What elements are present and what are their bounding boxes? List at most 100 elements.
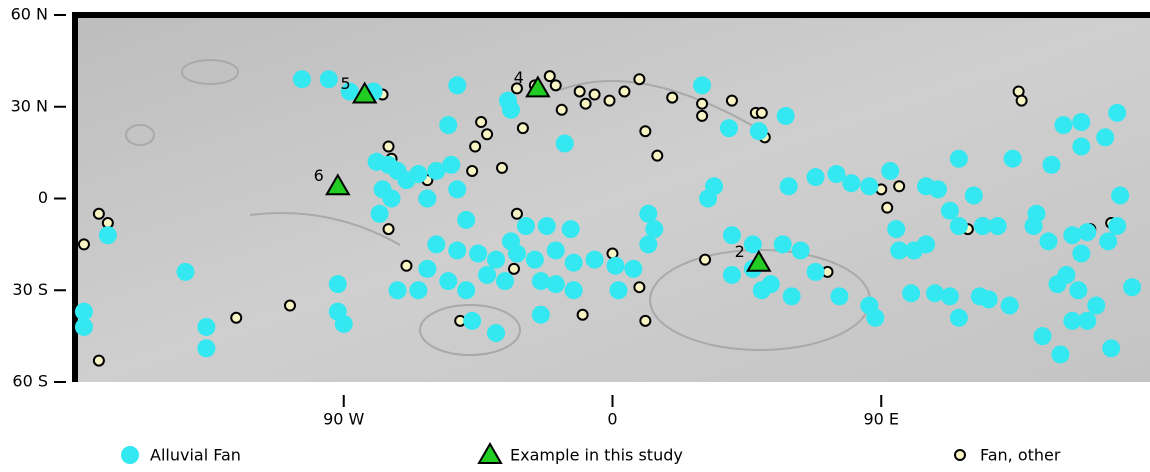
site-marker bbox=[1054, 116, 1072, 134]
site-marker bbox=[547, 275, 565, 293]
site-label: 5 bbox=[340, 74, 350, 93]
site-marker bbox=[965, 186, 983, 204]
site-marker bbox=[556, 134, 574, 152]
site-marker bbox=[75, 318, 93, 336]
x-tick-label: 0 bbox=[607, 410, 617, 429]
site-marker bbox=[457, 281, 475, 299]
legend-marker bbox=[121, 446, 139, 464]
site-marker bbox=[1039, 232, 1057, 250]
site-marker bbox=[697, 99, 707, 109]
site-marker bbox=[418, 260, 436, 278]
site-marker bbox=[285, 301, 295, 311]
site-marker bbox=[1108, 217, 1126, 235]
site-marker bbox=[700, 255, 710, 265]
site-marker bbox=[439, 116, 457, 134]
site-marker bbox=[667, 93, 677, 103]
site-marker bbox=[890, 241, 908, 259]
site-marker bbox=[624, 260, 642, 278]
site-marker bbox=[469, 245, 487, 263]
site-marker bbox=[335, 315, 353, 333]
site-marker bbox=[723, 266, 741, 284]
site-marker bbox=[1001, 297, 1019, 315]
site-marker bbox=[565, 281, 583, 299]
site-marker bbox=[619, 86, 629, 96]
site-marker bbox=[1072, 113, 1090, 131]
site-marker bbox=[1042, 156, 1060, 174]
site-marker bbox=[902, 284, 920, 302]
site-marker bbox=[1072, 245, 1090, 263]
site-marker bbox=[792, 241, 810, 259]
site-marker bbox=[634, 74, 644, 84]
site-marker bbox=[197, 339, 215, 357]
y-tick-label: 30 S bbox=[12, 280, 48, 299]
site-marker bbox=[79, 239, 89, 249]
site-marker bbox=[1102, 339, 1120, 357]
site-marker bbox=[401, 261, 411, 271]
site-marker bbox=[517, 217, 535, 235]
site-marker bbox=[518, 123, 528, 133]
site-marker bbox=[293, 70, 311, 88]
site-marker bbox=[512, 209, 522, 219]
site-marker bbox=[578, 310, 588, 320]
site-marker bbox=[929, 180, 947, 198]
site-marker bbox=[750, 122, 768, 140]
site-marker bbox=[384, 224, 394, 234]
site-marker bbox=[827, 165, 845, 183]
site-label: 4 bbox=[514, 68, 524, 87]
site-marker bbox=[609, 281, 627, 299]
site-marker bbox=[639, 205, 657, 223]
site-marker bbox=[1078, 312, 1096, 330]
site-marker bbox=[476, 117, 486, 127]
site-marker bbox=[487, 251, 505, 269]
site-marker bbox=[383, 190, 401, 208]
site-marker bbox=[409, 281, 427, 299]
site-marker bbox=[774, 235, 792, 253]
site-marker bbox=[538, 217, 556, 235]
site-marker bbox=[1069, 281, 1087, 299]
site-marker bbox=[1017, 96, 1027, 106]
site-marker bbox=[807, 168, 825, 186]
site-marker bbox=[551, 80, 561, 90]
site-marker bbox=[545, 71, 555, 81]
site-marker bbox=[807, 263, 825, 281]
site-marker bbox=[94, 209, 104, 219]
site-marker bbox=[565, 254, 583, 272]
site-marker bbox=[439, 272, 457, 290]
site-marker bbox=[448, 76, 466, 94]
site-marker bbox=[727, 96, 737, 106]
site-marker bbox=[693, 76, 711, 94]
site-marker bbox=[532, 272, 550, 290]
site-marker bbox=[320, 70, 338, 88]
site-marker bbox=[757, 108, 767, 118]
site-marker bbox=[590, 90, 600, 100]
site-marker bbox=[640, 316, 650, 326]
site-marker bbox=[783, 287, 801, 305]
y-tick-label: 30 N bbox=[11, 96, 48, 115]
site-marker bbox=[926, 284, 944, 302]
site-marker bbox=[99, 226, 117, 244]
site-marker bbox=[605, 96, 615, 106]
site-marker bbox=[329, 275, 347, 293]
site-marker bbox=[640, 126, 650, 136]
site-marker bbox=[866, 309, 884, 327]
site-marker bbox=[532, 306, 550, 324]
site-marker bbox=[699, 190, 717, 208]
site-marker bbox=[1099, 232, 1117, 250]
site-label: 6 bbox=[314, 166, 324, 185]
site-marker bbox=[384, 142, 394, 152]
site-marker bbox=[941, 202, 959, 220]
site-marker bbox=[502, 101, 520, 119]
site-marker bbox=[467, 166, 477, 176]
mars-relief bbox=[75, 15, 1150, 382]
site-marker bbox=[448, 180, 466, 198]
site-marker bbox=[562, 220, 580, 238]
site-marker bbox=[197, 318, 215, 336]
site-marker bbox=[894, 181, 904, 191]
site-marker bbox=[231, 313, 241, 323]
site-marker bbox=[980, 290, 998, 308]
site-marker bbox=[720, 119, 738, 137]
site-marker bbox=[882, 203, 892, 213]
site-marker bbox=[606, 257, 624, 275]
site-marker bbox=[941, 287, 959, 305]
site-marker bbox=[777, 107, 795, 125]
